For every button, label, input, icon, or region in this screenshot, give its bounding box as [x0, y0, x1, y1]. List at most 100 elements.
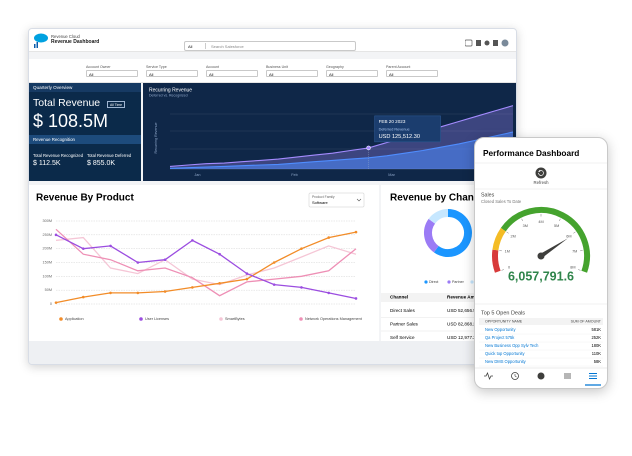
line: [55, 231, 357, 304]
legend-swatch: [299, 317, 303, 321]
point: [218, 281, 221, 285]
cell-channel: Self Service: [390, 335, 415, 340]
y-tick-label: 0: [50, 302, 52, 306]
y-axis-label: Recurring Revenue: [154, 123, 158, 154]
filter-value[interactable]: All: [149, 72, 154, 77]
table-header: [381, 293, 516, 302]
cell-channel: Direct Sales: [390, 308, 415, 313]
filter: Account All: [206, 65, 260, 79]
area-line: [169, 131, 514, 169]
filter-select[interactable]: All: [146, 70, 198, 77]
search-box[interactable]: All Search Salesforce: [184, 41, 356, 51]
filter-select[interactable]: All: [86, 70, 138, 77]
point: [54, 233, 58, 237]
filter-value[interactable]: All: [329, 72, 334, 77]
filter-select[interactable]: All: [326, 70, 378, 77]
point: [272, 283, 276, 286]
legend-swatch: [59, 317, 63, 321]
nav-icon[interactable]: [511, 372, 519, 380]
gauge-tick: [506, 231, 509, 234]
donut-segment: [428, 209, 449, 224]
nav-icon[interactable]: [564, 373, 571, 379]
filter-label: Business Unit: [266, 65, 288, 69]
filter-list: Account Owner All Service Type All Account Al…: [29, 65, 516, 79]
legend-label: Direct: [429, 280, 438, 284]
icon[interactable]: [476, 40, 481, 46]
avatar[interactable]: [501, 39, 509, 47]
panel-title: Quarterly Overview: [29, 83, 141, 92]
point: [245, 272, 249, 275]
filter-select[interactable]: All: [206, 70, 258, 77]
deal-name[interactable]: Quick top Opportunity: [485, 351, 526, 356]
point: [191, 239, 194, 242]
deal-name[interactable]: Qa Project 575k: [485, 335, 515, 340]
column-header: Revenue Amount: [447, 295, 485, 300]
search-placeholder: Search Salesforce: [211, 43, 244, 49]
nav-icon[interactable]: [537, 372, 545, 380]
filter-label: Account Owner: [86, 65, 111, 69]
filter-label: Service Type: [146, 65, 167, 69]
y-tick-label: 200M: [43, 247, 53, 251]
search-scope[interactable]: All: [188, 43, 193, 49]
gauge-tick: [501, 269, 504, 271]
icon[interactable]: [465, 39, 473, 47]
cell-channel: Partner Sales: [390, 322, 419, 327]
line: [55, 228, 357, 297]
point: [109, 291, 112, 295]
gauge-hub: [537, 252, 545, 260]
dropdown-value[interactable]: Software: [312, 200, 329, 205]
gauge-tick-label: 8M: [570, 266, 575, 270]
point: [300, 247, 303, 250]
total-value: $ 108.5M: [33, 111, 109, 131]
y-tick-label: 250M: [43, 233, 53, 237]
filter-value[interactable]: All: [209, 72, 214, 77]
section-title: Revenue Recognition: [29, 135, 141, 144]
x-tick-label: Feb: [291, 173, 298, 177]
gauge-tick: [578, 269, 581, 271]
dropdown[interactable]: [308, 192, 365, 208]
point: [136, 261, 140, 264]
card-title: Revenue By Product: [36, 193, 134, 204]
x-tick-label: Jan: [194, 173, 200, 177]
deal-amount: 58K: [594, 359, 602, 364]
filter-bar: Account Owner All Service Type All Account Al…: [29, 59, 516, 83]
area: [170, 132, 513, 169]
filter-select[interactable]: All: [386, 70, 438, 77]
legend-label: Application: [65, 317, 84, 321]
icon[interactable]: [493, 40, 498, 46]
nav-icon[interactable]: [484, 371, 493, 381]
refresh-icon: [538, 169, 544, 176]
column-header: Channel: [390, 295, 408, 300]
filter-value[interactable]: All: [389, 72, 394, 77]
y-tick-label: 100M: [43, 274, 53, 278]
deal-name[interactable]: New Business Opp Sylv Tech: [485, 343, 539, 348]
legend-swatch: [139, 317, 143, 321]
nav-icon[interactable]: [589, 373, 597, 379]
y-tick-label: 150M: [43, 261, 53, 265]
deal-name[interactable]: New Opportunity: [485, 327, 516, 332]
icon[interactable]: [484, 40, 490, 46]
refresh-label[interactable]: Refresh: [533, 180, 549, 185]
filter-label: Parent Account: [386, 65, 411, 69]
tooltip-series: Deferred Revenue: [379, 127, 410, 131]
dropdown-label: Product Family: [312, 195, 335, 199]
filter-value[interactable]: All: [89, 72, 94, 77]
cell-amount: USD 52,656.50: [447, 308, 479, 313]
deal-amount: 110K: [592, 351, 602, 356]
legend-swatch: [424, 280, 428, 284]
filter-value[interactable]: All: [269, 72, 274, 77]
legend-label: User Licenses: [145, 317, 169, 321]
header-bar: Revenue Cloud Revenue Dashboard All Sear…: [29, 29, 516, 52]
desktop-window: Revenue Cloud Revenue Dashboard All Sear…: [28, 28, 517, 365]
filter: Geography All: [326, 65, 380, 79]
line: [55, 236, 357, 286]
gauge-tick-label: 2M: [511, 234, 516, 238]
y-tick-label: 300M: [43, 219, 53, 223]
point: [191, 286, 194, 289]
refresh-button[interactable]: [535, 167, 547, 179]
gauge-tick: [559, 218, 561, 222]
filter-select[interactable]: All: [266, 70, 318, 77]
deal-name[interactable]: New DMS Opportunity: [485, 359, 527, 364]
legend-swatch: [447, 280, 451, 284]
point: [245, 277, 249, 281]
